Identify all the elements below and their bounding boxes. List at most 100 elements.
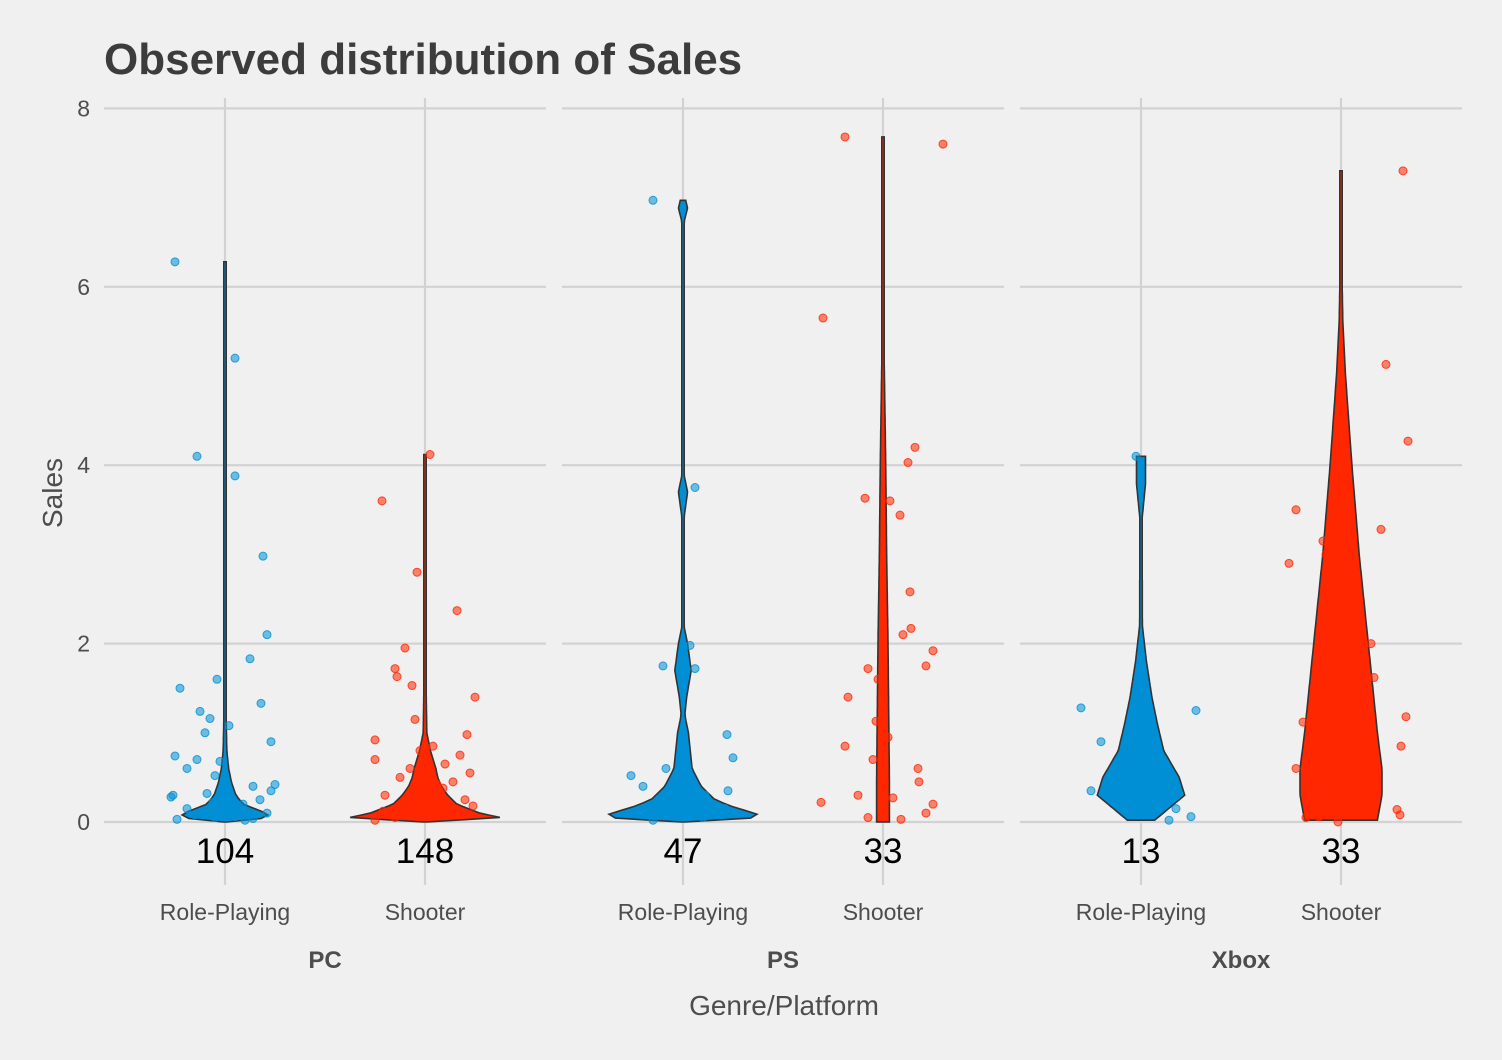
data-point [843, 692, 853, 702]
x-axis-title: Genre/Platform [689, 990, 879, 1021]
data-point [1131, 451, 1141, 461]
data-point [258, 551, 268, 561]
data-point [1171, 804, 1181, 814]
panel-pc: 104 Role-Playing 148 Shooter PC [160, 257, 501, 974]
data-point [1376, 524, 1386, 534]
data-point [690, 664, 700, 674]
data-point [853, 790, 863, 800]
data-point [1333, 817, 1343, 827]
data-point [412, 567, 422, 577]
data-point [470, 692, 480, 702]
violin-shooter [875, 136, 891, 823]
data-point [1164, 815, 1174, 825]
data-point [452, 606, 462, 616]
data-point [1366, 639, 1376, 649]
data-point [1186, 812, 1196, 822]
violin-role-playing [607, 199, 759, 823]
data-point [840, 741, 850, 751]
data-point [863, 813, 873, 823]
data-point [913, 763, 923, 773]
y-axis: 0 2 4 6 8 [77, 95, 90, 835]
data-point [377, 496, 387, 506]
facet-label: PC [308, 947, 341, 974]
data-point [370, 755, 380, 765]
data-point [266, 737, 276, 747]
data-point [255, 795, 265, 805]
grid-layer [104, 98, 1462, 885]
data-point [208, 797, 218, 807]
data-point [390, 813, 400, 823]
data-point [270, 780, 280, 790]
group-role-playing: 47 Role-Playing [607, 195, 759, 925]
data-point [205, 714, 215, 724]
data-point [438, 783, 448, 793]
data-point [921, 808, 931, 818]
data-point [685, 640, 695, 650]
data-point [407, 681, 417, 691]
data-point [248, 781, 258, 791]
panels-layer: 104 Role-Playing 148 Shooter PC 47 Role-Playin… [160, 132, 1413, 974]
violin-shooter [349, 453, 501, 823]
data-point [1361, 801, 1371, 811]
data-point [215, 756, 225, 766]
y-tick-label: 0 [77, 809, 90, 835]
data-point [395, 772, 405, 782]
data-point [698, 813, 708, 823]
data-point [878, 811, 888, 821]
data-point [462, 730, 472, 740]
data-point [415, 792, 425, 802]
data-point [370, 815, 380, 825]
data-point [415, 746, 425, 756]
data-point [722, 730, 732, 740]
data-point [1301, 813, 1311, 823]
data-point [1314, 812, 1324, 822]
data-point [840, 132, 850, 142]
count-label: 104 [196, 832, 254, 871]
data-point [170, 257, 180, 267]
data-point [914, 777, 924, 787]
data-point [1354, 790, 1364, 800]
data-point [700, 790, 710, 800]
facet-label: Xbox [1212, 947, 1271, 974]
data-point [430, 808, 440, 818]
data-point [256, 698, 266, 708]
data-point [1321, 549, 1331, 559]
data-point [628, 808, 638, 818]
data-point [1316, 639, 1326, 649]
data-point [400, 643, 410, 653]
group-shooter: 33 Shooter [1284, 166, 1413, 925]
data-point [238, 799, 248, 809]
data-point [440, 759, 450, 769]
data-point [638, 781, 648, 791]
data-point [1326, 560, 1336, 570]
data-point [1318, 536, 1328, 546]
data-point [888, 793, 898, 803]
violin-shooter [1299, 170, 1383, 821]
data-point [210, 813, 220, 823]
data-point [172, 814, 182, 824]
count-label: 33 [864, 832, 903, 871]
data-point [1396, 741, 1406, 751]
x-tick-label: Shooter [385, 899, 466, 925]
data-point [921, 661, 931, 671]
panel-ps: 47 Role-Playing 33 Shooter PS [607, 132, 948, 974]
data-point [1291, 505, 1301, 515]
data-point [455, 750, 465, 760]
data-point [723, 786, 733, 796]
data-point [392, 672, 402, 682]
data-point [410, 781, 420, 791]
data-point [938, 139, 948, 149]
data-point [1369, 672, 1379, 682]
y-axis-title: Sales [37, 458, 68, 528]
data-point [248, 813, 258, 823]
x-tick-label: Role-Playing [1076, 899, 1206, 925]
violin-role-playing [1096, 455, 1186, 821]
data-point [906, 623, 916, 633]
data-point [883, 732, 893, 742]
data-point [928, 799, 938, 809]
data-point [370, 735, 380, 745]
data-point [230, 471, 240, 481]
data-point [903, 458, 913, 468]
